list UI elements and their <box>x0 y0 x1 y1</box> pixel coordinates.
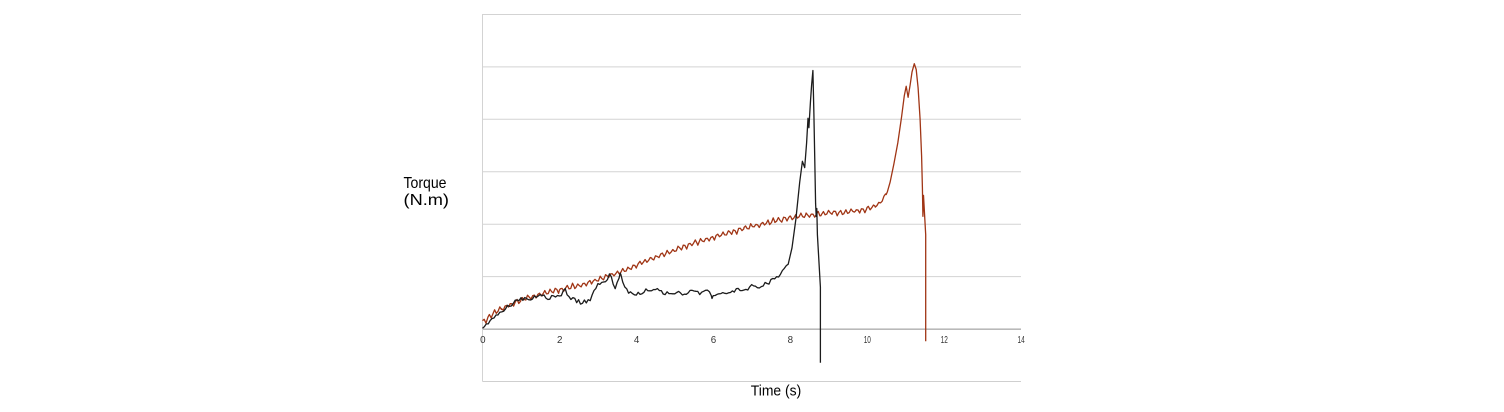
svg-text:10: 10 <box>864 335 872 346</box>
svg-text:12: 12 <box>941 335 948 346</box>
svg-text:(N.m): (N.m) <box>404 192 450 209</box>
svg-text:2: 2 <box>557 335 562 346</box>
svg-text:Torque: Torque <box>404 175 447 192</box>
svg-text:6: 6 <box>711 335 717 346</box>
svg-text:14: 14 <box>1018 335 1026 346</box>
svg-text:8: 8 <box>788 335 794 346</box>
svg-text:Time (s): Time (s) <box>751 382 802 399</box>
svg-text:4: 4 <box>634 335 640 346</box>
svg-text:0: 0 <box>480 335 486 346</box>
